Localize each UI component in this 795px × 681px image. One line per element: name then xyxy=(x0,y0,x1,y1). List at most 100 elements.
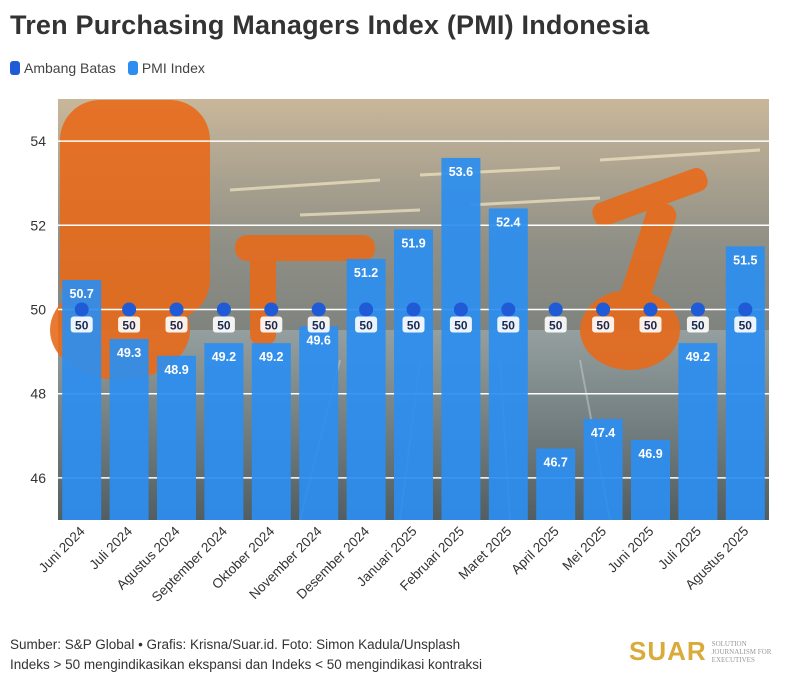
threshold-value-label: 50 xyxy=(359,319,373,333)
threshold-value-label: 50 xyxy=(454,319,468,333)
pmi-bar xyxy=(488,208,528,520)
threshold-point xyxy=(738,302,753,317)
pmi-bar xyxy=(441,157,481,520)
threshold-point xyxy=(216,302,231,317)
pmi-value-label: 50.7 xyxy=(70,287,94,301)
threshold-value-label: 50 xyxy=(170,319,184,333)
legend-label-threshold: Ambang Batas xyxy=(24,60,116,76)
threshold-point xyxy=(690,302,705,317)
pmi-bar xyxy=(678,343,718,520)
index-note: Indeks > 50 mengindikasikan ekspansi dan… xyxy=(10,657,483,672)
pmi-bar xyxy=(299,326,339,520)
threshold-label-bg xyxy=(212,316,235,333)
threshold-label-bg xyxy=(402,316,425,333)
x-tick-label: April 2025 xyxy=(508,524,562,578)
threshold-point xyxy=(548,302,563,317)
threshold-value-label: 50 xyxy=(312,319,326,333)
pmi-value-label: 52.4 xyxy=(496,215,520,229)
threshold-point xyxy=(311,302,326,317)
threshold-value-label: 50 xyxy=(691,319,705,333)
y-tick-label: 54 xyxy=(30,133,46,149)
legend-item-threshold[interactable]: Ambang Batas xyxy=(10,60,116,76)
threshold-label-bg xyxy=(307,316,330,333)
threshold-value-label: 50 xyxy=(265,319,279,333)
legend-label-pmi: PMI Index xyxy=(141,60,205,76)
pmi-value-label: 51.9 xyxy=(401,237,425,251)
threshold-label-bg xyxy=(734,316,757,333)
footer: Sumber: S&P Global • Grafis: Krisna/Suar… xyxy=(10,635,482,675)
pmi-bar xyxy=(631,440,670,520)
pmi-bar xyxy=(394,229,433,520)
pmi-value-label: 49.2 xyxy=(212,350,236,364)
threshold-point xyxy=(74,302,89,317)
threshold-value-label: 50 xyxy=(217,319,231,333)
pmi-value-label: 46.9 xyxy=(638,447,662,461)
threshold-label-bg xyxy=(449,316,472,333)
legend-item-pmi[interactable]: PMI Index xyxy=(127,60,205,76)
bars: 50.7 49.3 48.9 49.2 49.2 49.6 51.2 51.9 53.6 52.4… xyxy=(62,157,765,520)
pmi-value-label: 49.2 xyxy=(686,350,710,364)
source-note: Sumber: S&P Global • Grafis: Krisna/Suar… xyxy=(10,637,461,652)
threshold-value-label: 50 xyxy=(122,319,136,333)
threshold-value-label: 50 xyxy=(502,319,516,333)
brand-tagline: SOLUTION JOURNALISM FOR EXECUTIVES xyxy=(711,639,772,664)
x-tick-label: Juli 2024 xyxy=(86,523,135,572)
threshold-point xyxy=(453,302,468,317)
y-tick-label: 46 xyxy=(30,470,46,486)
legend-swatch-pmi xyxy=(127,61,138,75)
threshold-point xyxy=(596,302,611,317)
x-tick-label: Mei 2025 xyxy=(559,524,609,574)
threshold-value-label: 50 xyxy=(739,319,753,333)
threshold-value-label: 50 xyxy=(644,319,658,333)
threshold-value-label: 50 xyxy=(549,319,563,333)
threshold-points: 50 50 50 50 50 50 50 50 50 50 50 50 50 50 50 xyxy=(70,302,757,333)
pmi-value-label: 51.5 xyxy=(733,253,757,267)
legend: Ambang Batas PMI Index xyxy=(10,60,205,76)
pmi-bar xyxy=(725,246,765,520)
y-axis: 46 48 50 52 54 xyxy=(30,133,46,486)
x-tick-label: Juni 2024 xyxy=(36,523,88,575)
pmi-value-label: 49.3 xyxy=(117,346,141,360)
threshold-label-bg xyxy=(497,316,520,333)
threshold-label-bg xyxy=(544,316,567,333)
threshold-value-label: 50 xyxy=(596,319,610,333)
threshold-label-bg xyxy=(639,316,662,333)
threshold-label-bg xyxy=(70,316,93,333)
threshold-point xyxy=(169,302,184,317)
x-tick-label: Juni 2025 xyxy=(605,524,657,576)
pmi-value-label: 46.7 xyxy=(544,455,568,469)
pmi-bar xyxy=(204,343,244,520)
legend-swatch-threshold xyxy=(10,61,20,75)
threshold-point xyxy=(264,302,279,317)
x-tick-label: Juli 2025 xyxy=(655,524,704,573)
pmi-value-label: 53.6 xyxy=(449,165,473,179)
pmi-bar xyxy=(157,355,196,520)
pmi-bar xyxy=(109,338,149,520)
threshold-label-bg xyxy=(165,316,188,333)
pmi-bar xyxy=(251,343,291,520)
threshold-label-bg xyxy=(686,316,709,333)
pmi-bar xyxy=(346,258,386,520)
threshold-label-bg xyxy=(592,316,615,333)
pmi-value-label: 48.9 xyxy=(164,363,188,377)
threshold-value-label: 50 xyxy=(75,319,89,333)
threshold-point xyxy=(501,302,516,317)
y-tick-label: 48 xyxy=(30,386,46,402)
threshold-point xyxy=(359,302,374,317)
brand-logo[interactable]: SUAR xyxy=(629,636,707,666)
threshold-label-bg xyxy=(118,316,141,333)
brand: SUAR SOLUTION JOURNALISM FOR EXECUTIVES xyxy=(629,636,792,667)
pmi-value-label: 47.4 xyxy=(591,426,615,440)
pmi-value-label: 51.2 xyxy=(354,266,378,280)
pmi-bar xyxy=(583,418,623,520)
threshold-point xyxy=(643,302,658,317)
threshold-label-bg xyxy=(260,316,283,333)
pmi-bar xyxy=(536,448,576,520)
threshold-point xyxy=(122,302,137,317)
y-tick-label: 52 xyxy=(30,217,46,233)
threshold-value-label: 50 xyxy=(407,319,421,333)
threshold-point xyxy=(406,302,421,317)
chart-title: Tren Purchasing Managers Index (PMI) Ind… xyxy=(10,10,650,40)
